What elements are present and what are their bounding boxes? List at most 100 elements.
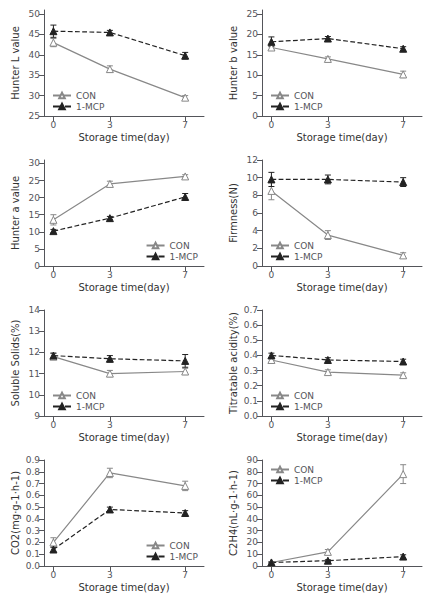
svg-text:7: 7 [400,420,406,430]
svg-text:0.7: 0.7 [26,479,40,489]
svg-text:CON: CON [294,391,314,401]
svg-text:6: 6 [252,208,258,218]
svg-text:0.5: 0.5 [26,502,40,512]
svg-text:Soluble Solids(%): Soluble Solids(%) [10,319,21,406]
svg-text:10: 10 [247,70,259,80]
svg-text:3: 3 [325,420,331,430]
svg-text:14: 14 [29,305,41,315]
svg-text:20: 20 [247,537,259,547]
svg-text:Hunter L value: Hunter L value [10,26,21,100]
svg-text:10: 10 [247,549,259,559]
svg-text:0.1: 0.1 [244,396,258,406]
svg-text:30: 30 [247,526,259,536]
svg-text:3: 3 [107,570,113,580]
svg-text:70: 70 [247,479,259,489]
svg-text:0.9: 0.9 [26,455,41,465]
svg-text:CON: CON [170,241,190,251]
svg-text:0: 0 [269,420,275,430]
svg-text:1-MCP: 1-MCP [170,252,199,262]
svg-text:Storage time(day): Storage time(day) [78,582,169,593]
svg-text:12: 12 [247,155,258,165]
svg-text:0.8: 0.8 [26,467,41,477]
svg-text:0.3: 0.3 [244,366,258,376]
svg-text:13: 13 [29,326,40,336]
svg-text:Storage time(day): Storage time(day) [296,132,387,143]
svg-text:Titratable acidity(%): Titratable acidity(%) [228,312,239,415]
svg-text:7: 7 [182,270,188,280]
svg-text:7: 7 [400,570,406,580]
svg-text:0.6: 0.6 [244,320,259,330]
svg-text:8: 8 [252,190,258,200]
svg-text:0.0: 0.0 [26,561,41,571]
svg-text:1-MCP: 1-MCP [294,252,323,262]
svg-text:30: 30 [29,158,41,168]
svg-text:Hunter a value: Hunter a value [10,176,21,250]
svg-text:10: 10 [247,173,259,183]
svg-text:7: 7 [400,270,406,280]
svg-text:10: 10 [29,390,41,400]
svg-text:CON: CON [294,91,314,101]
svg-text:3: 3 [107,420,113,430]
svg-text:0.7: 0.7 [244,305,258,315]
svg-text:Storage time(day): Storage time(day) [296,432,387,443]
svg-text:0: 0 [51,570,57,580]
svg-text:40: 40 [247,514,259,524]
svg-text:0.4: 0.4 [26,514,41,524]
svg-text:0.3: 0.3 [26,526,40,536]
svg-text:CON: CON [76,91,96,101]
svg-text:1-MCP: 1-MCP [294,102,323,112]
svg-text:20: 20 [247,29,259,39]
svg-text:CON: CON [294,241,314,251]
svg-text:0.2: 0.2 [26,537,40,547]
svg-text:3: 3 [107,270,113,280]
svg-text:10: 10 [29,227,41,237]
svg-text:40: 40 [29,50,41,60]
svg-text:Storage time(day): Storage time(day) [78,432,169,443]
svg-text:9: 9 [34,411,40,421]
svg-text:25: 25 [29,111,40,121]
svg-text:1-MCP: 1-MCP [76,102,105,112]
svg-text:0.5: 0.5 [244,335,258,345]
svg-text:0.6: 0.6 [26,490,41,500]
svg-text:Storage time(day): Storage time(day) [78,132,169,143]
svg-text:CO2(mg·g-1·h-1): CO2(mg·g-1·h-1) [10,471,21,555]
svg-text:0: 0 [51,420,57,430]
svg-text:0.1: 0.1 [26,549,40,559]
svg-text:7: 7 [400,120,406,130]
svg-text:0: 0 [269,570,275,580]
svg-text:0: 0 [269,120,275,130]
svg-text:1-MCP: 1-MCP [170,552,199,562]
svg-text:CON: CON [170,541,190,551]
svg-text:3: 3 [325,570,331,580]
svg-text:15: 15 [247,50,258,60]
svg-text:4: 4 [252,226,258,236]
svg-text:50: 50 [29,9,41,19]
svg-text:50: 50 [247,502,259,512]
svg-text:Storage time(day): Storage time(day) [78,282,169,293]
svg-text:15: 15 [29,210,40,220]
svg-text:0.2: 0.2 [244,381,258,391]
svg-text:0: 0 [269,270,275,280]
svg-text:Storage time(day): Storage time(day) [296,582,387,593]
svg-text:5: 5 [34,244,40,254]
svg-text:11: 11 [29,369,40,379]
svg-text:3: 3 [107,120,113,130]
svg-text:25: 25 [29,176,40,186]
svg-text:0.4: 0.4 [244,350,259,360]
svg-text:12: 12 [29,347,40,357]
svg-text:7: 7 [182,120,188,130]
svg-text:7: 7 [182,420,188,430]
svg-text:3: 3 [325,120,331,130]
svg-text:2: 2 [252,243,258,253]
svg-text:35: 35 [29,70,40,80]
svg-text:1-MCP: 1-MCP [294,402,323,412]
svg-text:0: 0 [51,120,57,130]
svg-text:80: 80 [247,467,259,477]
svg-text:25: 25 [247,9,258,19]
svg-text:0: 0 [252,561,258,571]
svg-text:30: 30 [29,91,41,101]
svg-text:0: 0 [252,261,258,271]
svg-text:CON: CON [294,465,314,475]
svg-text:Firmness(N): Firmness(N) [228,183,239,243]
svg-text:0: 0 [34,261,40,271]
